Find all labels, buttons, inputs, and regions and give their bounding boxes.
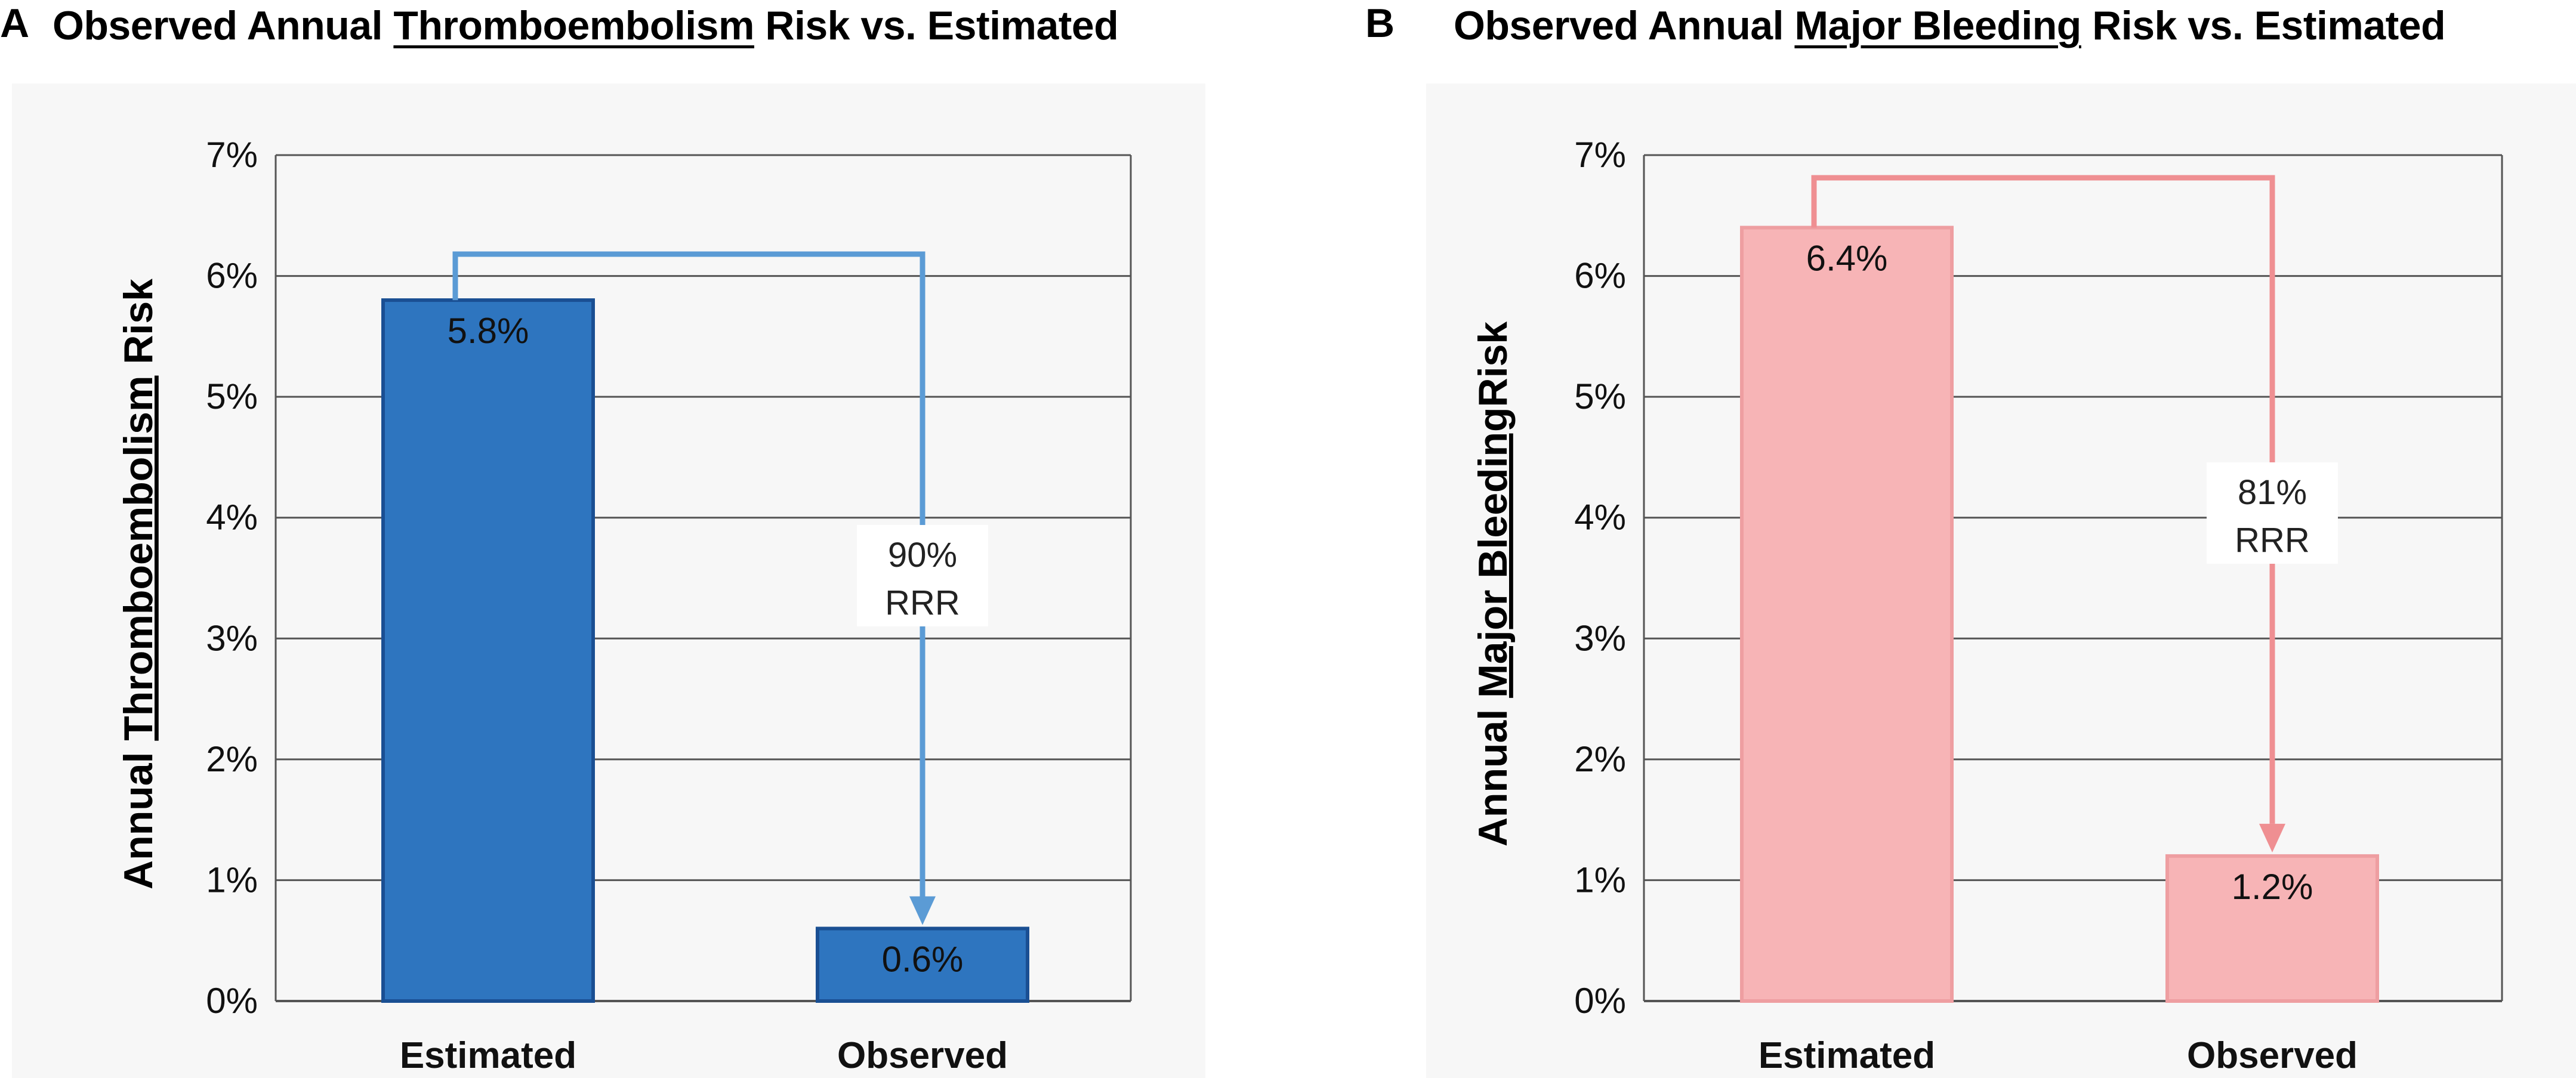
y-tick-label: 1% <box>1574 860 1626 900</box>
y-tick-label: 6% <box>206 256 258 296</box>
y-axis-label-part-2: Thromboembolism <box>116 376 161 741</box>
rrr-arrowhead <box>2259 823 2285 852</box>
y-tick-label: 7% <box>1574 135 1626 175</box>
panel-b-title-part-1: Observed Annual <box>1454 3 1795 48</box>
data-label: 0.6% <box>882 939 964 979</box>
rrr-annotation-background <box>2207 462 2338 564</box>
y-axis-label: Annual Thromboembolism Risk <box>116 279 161 889</box>
y-tick-label: 5% <box>1574 376 1626 416</box>
y-tick-label: 2% <box>1574 739 1626 779</box>
rrr-annotation-text: RRR <box>2235 521 2310 560</box>
y-axis-label-part-1: Annual <box>116 741 161 889</box>
panel-a-letter: A <box>0 1 30 46</box>
y-axis-label-part-3: Risk <box>1470 322 1516 407</box>
y-tick-label: 1% <box>206 860 258 900</box>
x-category-label: Observed <box>2187 1035 2358 1076</box>
y-tick-label: 4% <box>206 498 258 538</box>
bar <box>816 926 1029 1003</box>
x-category-label: Observed <box>837 1035 1008 1076</box>
y-tick-label: 7% <box>206 135 258 175</box>
panel-a-title: Observed Annual Thromboembolism Risk vs.… <box>53 2 1119 49</box>
y-tick-label: 5% <box>206 376 258 416</box>
y-axis-label-part-3: Risk <box>116 279 161 376</box>
panel-b-background <box>1426 84 2576 1078</box>
y-tick-label: 0% <box>1574 981 1626 1021</box>
panel-b-chart: 0% 1% 2% 3% 4% 5% 6% 7% 6.4% Estimated 1.2% Observe… <box>1470 135 2503 1076</box>
data-label: 1.2% <box>2232 867 2313 907</box>
y-tick-label: 3% <box>206 618 258 658</box>
y-tick-label: 6% <box>1574 256 1626 296</box>
y-axis-label-part-1: Annual <box>1470 698 1516 847</box>
y-tick-label: 0% <box>206 981 258 1021</box>
panel-a-chart: 0% 1% 2% 3% 4% 5% 6% 7% 5.8% Estimated 0.6% Observe… <box>116 135 1132 1076</box>
panel-a-background <box>12 84 1205 1078</box>
rrr-annotation-percent: 81% <box>2238 473 2307 512</box>
data-label: 6.4% <box>1806 239 1888 279</box>
bar <box>381 298 595 1003</box>
rrr-annotation-percent: 90% <box>888 536 957 574</box>
panel-b-title-part-2: Major Bleeding <box>1794 3 2081 48</box>
y-axis-label: Annual Major BleedingRisk <box>1470 322 1516 847</box>
panel-a-title-part-1: Observed Annual <box>53 3 394 48</box>
rrr-arrowhead <box>909 896 936 925</box>
x-category-label: Estimated <box>1759 1035 1935 1076</box>
y-axis-label-part-2: Major Bleeding <box>1470 407 1516 697</box>
panel-a-title-part-3: Risk vs. Estimated <box>754 3 1119 48</box>
panel-a-title-part-2: Thromboembolism <box>393 3 754 48</box>
bar <box>1740 226 1954 1003</box>
panel-b-letter: B <box>1365 1 1395 46</box>
y-tick-label: 3% <box>1574 618 1626 658</box>
rrr-annotation-text: RRR <box>885 583 960 622</box>
x-category-label: Estimated <box>400 1035 576 1076</box>
panel-b-title-part-3: Risk vs. Estimated <box>2081 3 2446 48</box>
data-label: 5.8% <box>448 311 529 351</box>
y-tick-label: 4% <box>1574 498 1626 538</box>
rrr-annotation-background <box>857 525 988 626</box>
y-tick-label: 2% <box>206 739 258 779</box>
panel-b-title: Observed Annual Major Bleeding Risk vs. … <box>1454 2 2446 49</box>
bar <box>2165 854 2379 1003</box>
